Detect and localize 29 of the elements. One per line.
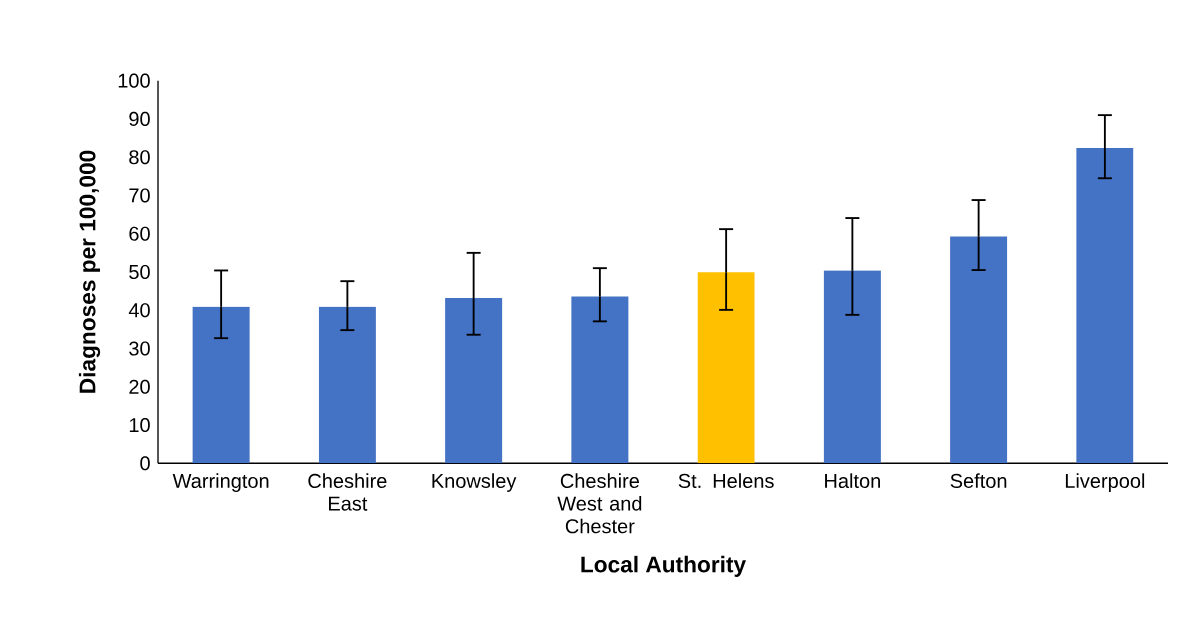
bar <box>445 298 503 464</box>
x-axis-title: Local Authority <box>581 555 746 577</box>
x-tick-label: Cheshire East <box>308 473 387 511</box>
x-tick-label: Sefton <box>950 473 1007 488</box>
x-tick-label: Halton <box>825 473 880 489</box>
y-tick-label: 0 <box>140 456 150 471</box>
x-tick-label: St. Helens <box>678 473 774 489</box>
x-tick-label: Knowsley <box>432 473 517 492</box>
y-tick-label: 50 <box>129 264 150 280</box>
y-tick-label: 30 <box>129 341 150 356</box>
x-tick-label: Cheshire West and Chester <box>557 473 642 534</box>
x-tick-label: Liverpool <box>1065 473 1145 492</box>
y-axis-title: Diagnoses per 100,000 <box>78 150 101 393</box>
y-tick-label: 40 <box>128 303 150 318</box>
y-tick-label: 10 <box>129 417 150 433</box>
y-tick-label: 70 <box>129 188 150 203</box>
y-tick-label: 100 <box>118 73 150 88</box>
bar <box>192 306 250 464</box>
y-tick-label: 60 <box>129 226 150 241</box>
bar <box>697 272 755 464</box>
y-tick-label: 20 <box>129 379 150 394</box>
bar <box>571 296 629 464</box>
bar <box>318 306 376 464</box>
bar <box>1076 148 1134 464</box>
y-tick-label: 90 <box>129 111 150 127</box>
bar <box>950 236 1008 464</box>
bar <box>823 270 881 464</box>
x-tick-label: Warrington <box>172 473 269 492</box>
y-tick-label: 80 <box>129 150 150 165</box>
